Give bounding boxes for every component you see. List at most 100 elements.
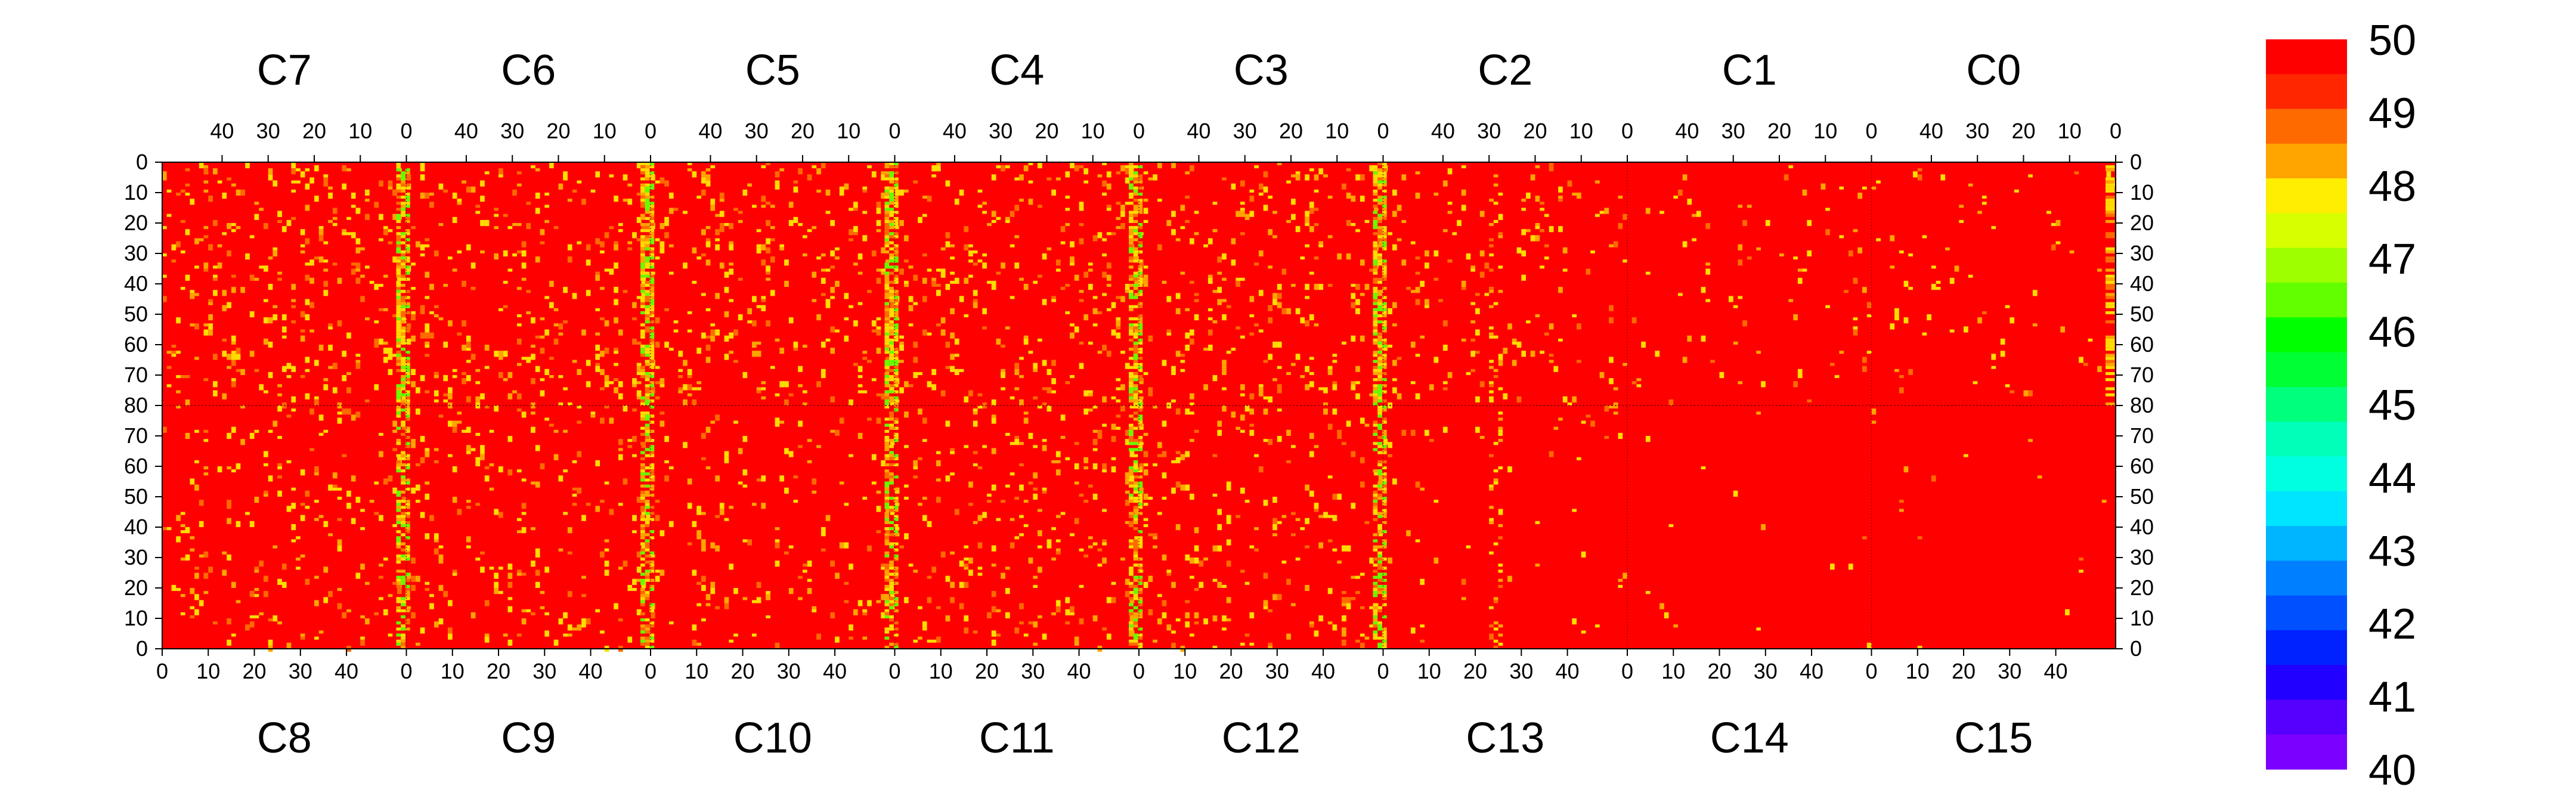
heatmap-cell [1373, 302, 1378, 305]
heatmap-cell [645, 545, 650, 549]
heatmap-cell [649, 472, 655, 476]
heatmap-cell [396, 308, 401, 311]
heatmap-cell [884, 210, 890, 214]
heatmap-cell [927, 597, 932, 603]
y-tick-label-left: 10 [124, 180, 148, 205]
heatmap-cell [894, 317, 899, 321]
heatmap-cell [1291, 213, 1296, 220]
y-tick-label-right: 70 [2130, 423, 2154, 448]
heatmap-cell [1377, 238, 1382, 242]
heatmap-cell [889, 597, 894, 600]
heatmap-cell [1447, 371, 1453, 379]
heatmap-cell [1922, 235, 1927, 239]
heatmap-cell [1042, 487, 1047, 491]
heatmap-cell [1382, 232, 1387, 236]
heatmap-cell [618, 329, 623, 336]
heatmap-cell [1079, 238, 1084, 244]
heatmap-cell [1272, 524, 1277, 531]
heatmap-cell [396, 168, 401, 172]
heatmap-cell [927, 196, 932, 202]
heatmap-cell [405, 341, 410, 345]
heatmap-cell [640, 600, 645, 603]
heatmap-cell [231, 381, 236, 388]
heatmap-cell [1540, 202, 1544, 205]
heatmap-cell [936, 497, 941, 503]
heatmap-cell [406, 606, 411, 609]
heatmap-cell [1222, 584, 1227, 588]
heatmap-cell [1051, 299, 1056, 302]
heatmap-cell [973, 451, 978, 454]
heatmap-cell [323, 597, 329, 603]
heatmap-cell [1489, 399, 1494, 402]
heatmap-cell [401, 615, 405, 618]
heatmap-cell [166, 213, 172, 217]
heatmap-cell [1055, 515, 1061, 518]
heatmap-cell [1710, 360, 1715, 363]
heatmap-cell [884, 600, 890, 603]
heatmap-cell [1323, 408, 1328, 415]
heatmap-cell [640, 345, 645, 348]
heatmap-cell [1014, 262, 1020, 269]
heatmap-cell [1190, 439, 1194, 442]
heatmap-cell [1314, 208, 1319, 211]
heatmap-cell [425, 533, 430, 540]
heatmap-cell [1129, 466, 1134, 470]
heatmap-cell [886, 530, 890, 534]
x-tick-label-bottom: 10 [1173, 659, 1197, 683]
heatmap-cell [1377, 606, 1382, 609]
heatmap-cell [1332, 354, 1337, 357]
heatmap-cell [1249, 332, 1255, 336]
heatmap-cell [1609, 405, 1614, 409]
heatmap-cell [1055, 460, 1061, 463]
heatmap-cell [318, 345, 324, 351]
heatmap-cell [1373, 247, 1378, 250]
heatmap-cell [640, 490, 645, 494]
heatmap-cell [1373, 548, 1378, 552]
heatmap-cell [1143, 371, 1148, 375]
heatmap-cell [1382, 594, 1387, 597]
heatmap-cell [640, 329, 645, 333]
heatmap-cell [604, 320, 609, 327]
heatmap-cell [830, 348, 835, 354]
heatmap-cell [756, 229, 761, 233]
heatmap-cell [645, 569, 650, 573]
heatmap-cell [884, 202, 890, 205]
heatmap-cell [1291, 174, 1296, 178]
heatmap-cell [1572, 314, 1577, 318]
heatmap-cell [595, 363, 600, 369]
heatmap-cell [645, 512, 650, 515]
heatmap-cell [396, 244, 401, 247]
heatmap-cell [300, 244, 305, 247]
heatmap-cell [401, 451, 405, 454]
heatmap-cell [705, 180, 711, 187]
heatmap-cell [922, 329, 927, 336]
heatmap-cell [886, 366, 890, 372]
heatmap-cell [964, 545, 969, 549]
heatmap-cell [1903, 280, 1909, 287]
heatmap-cell [1133, 213, 1138, 217]
heatmap-cell [1129, 168, 1134, 172]
heatmap-cell [1129, 378, 1134, 382]
heatmap-cell [1305, 284, 1309, 290]
heatmap-cell [337, 411, 342, 415]
heatmap-cell [761, 299, 766, 302]
heatmap-cell [171, 259, 177, 263]
heatmap-cell [2106, 196, 2115, 199]
heatmap-cell [1190, 633, 1194, 637]
heatmap-cell [899, 268, 904, 275]
heatmap-cell [1138, 205, 1143, 208]
heatmap-cell [1133, 277, 1138, 281]
heatmap-cell [1249, 612, 1255, 618]
heatmap-cell [876, 223, 881, 227]
heatmap-cell [249, 521, 255, 527]
heatmap-cell [2010, 390, 2015, 394]
heatmap-cell [649, 371, 655, 375]
heatmap-cell [973, 302, 978, 308]
heatmap-cell [1138, 490, 1143, 494]
heatmap-cell [894, 259, 899, 263]
heatmap-cell [660, 378, 665, 382]
heatmap-cell [563, 612, 568, 618]
heatmap-cell [1180, 454, 1185, 460]
heatmap-cell [1055, 259, 1061, 266]
heatmap-cell [1111, 423, 1116, 430]
